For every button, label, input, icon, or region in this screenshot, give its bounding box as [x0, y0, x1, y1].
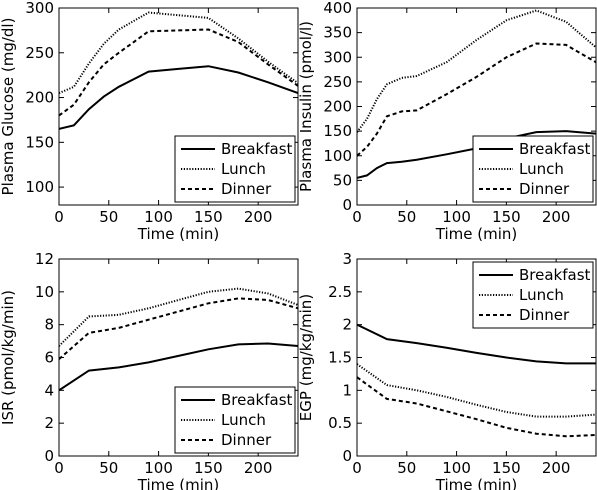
y-tick-label: 8 — [44, 316, 54, 334]
y-tick-label: 300 — [323, 48, 352, 66]
y-tick-label: 10 — [35, 283, 54, 301]
y-tick-label: 2.5 — [328, 283, 352, 301]
x-tick-label: 200 — [244, 459, 273, 477]
x-tick-label: 0 — [54, 459, 64, 477]
series-line-lunch — [357, 9, 596, 133]
series-line-breakfast — [357, 323, 596, 365]
x-tick-label: 200 — [542, 208, 571, 226]
y-tick-label: 150 — [323, 122, 352, 140]
y-tick-label: 250 — [25, 44, 54, 62]
y-tick-label: 0 — [342, 196, 352, 214]
chart-panel-4: 0 50 100 150 200 0 0.5 1 1.5 2 2.5 3 Time (min) EGP (… — [297, 250, 597, 490]
x-tick-label: 200 — [542, 459, 571, 477]
x-tick-label: 100 — [442, 208, 471, 226]
x-tick-label: 150 — [194, 208, 223, 226]
x-tick-label: 50 — [397, 459, 416, 477]
x-tick-label: 0 — [54, 208, 64, 226]
series-line-dinner — [59, 28, 298, 117]
plot-frame — [58, 7, 299, 206]
x-tick-label: 100 — [144, 459, 173, 477]
y-axis-title: Plasma Insulin (pmol/l) — [297, 21, 315, 192]
y-axis-title: EGP (mg/kg/min) — [297, 294, 315, 421]
legend-label-dinner: Dinner — [221, 180, 272, 198]
series-line-dinner — [357, 376, 596, 438]
series-line-breakfast — [59, 342, 298, 392]
y-tick-label: 300 — [25, 0, 54, 17]
legend-label-breakfast: Breakfast — [221, 391, 293, 409]
legend-label-lunch: Lunch — [519, 160, 564, 178]
series-line-lunch — [59, 11, 298, 95]
y-tick-label: 6 — [44, 349, 54, 367]
x-tick-label: 50 — [99, 459, 118, 477]
x-axis-title: Time (min) — [435, 476, 517, 490]
series-line-dinner — [59, 297, 298, 360]
x-tick-label: 50 — [397, 208, 416, 226]
y-tick-label: 12 — [35, 250, 54, 268]
y-tick-label: 0 — [342, 447, 352, 465]
legend: Breakfast Lunch Dinner — [174, 135, 296, 203]
y-tick-label: 150 — [25, 133, 54, 151]
x-tick-label: 0 — [352, 208, 362, 226]
x-tick-label: 150 — [194, 459, 223, 477]
y-tick-label: 250 — [323, 73, 352, 91]
legend-label-breakfast: Breakfast — [221, 140, 293, 158]
legend-label-lunch: Lunch — [519, 286, 564, 304]
chart-panel-3: 0 50 100 150 200 0 2 4 6 8 10 12 Time (min) ISR (pmol… — [0, 250, 299, 490]
x-tick-label: 100 — [144, 208, 173, 226]
y-tick-label: 200 — [25, 89, 54, 107]
chart-panel-1: 0 50 100 150 200 100 150 200 250 300 Time (min) Pla… — [0, 0, 299, 243]
y-tick-label: 1 — [342, 381, 352, 399]
y-tick-label: 100 — [323, 147, 352, 165]
y-tick-label: 1.5 — [328, 349, 352, 367]
x-axis-title: Time (min) — [137, 476, 219, 490]
y-tick-label: 0.5 — [328, 414, 352, 432]
legend-label-lunch: Lunch — [221, 411, 266, 429]
y-tick-label: 2 — [342, 316, 352, 334]
chart-panel-2: 0 50 100 150 200 0 50 100 150 200 250 300 350 400 Time… — [297, 0, 597, 243]
x-axis-title: Time (min) — [137, 225, 219, 243]
x-tick-label: 100 — [442, 459, 471, 477]
series-line-breakfast — [357, 130, 596, 179]
y-tick-label: 200 — [323, 98, 352, 116]
legend-label-dinner: Dinner — [221, 431, 272, 449]
series-line-lunch — [357, 363, 596, 418]
y-tick-label: 100 — [25, 178, 54, 196]
x-tick-label: 200 — [244, 208, 273, 226]
y-axis-title: Plasma Glucose (mg/dl) — [0, 18, 17, 196]
y-tick-label: 2 — [44, 414, 54, 432]
y-tick-label: 350 — [323, 24, 352, 42]
y-tick-label: 0 — [44, 447, 54, 465]
x-axis-title: Time (min) — [435, 225, 517, 243]
y-axis-title: ISR (pmol/kg/min) — [0, 290, 17, 425]
legend-label-breakfast: Breakfast — [519, 140, 591, 158]
x-tick-label: 50 — [99, 208, 118, 226]
legend-label-breakfast: Breakfast — [519, 266, 591, 284]
y-tick-label: 3 — [342, 250, 352, 268]
x-tick-label: 0 — [352, 459, 362, 477]
legend-box — [472, 261, 594, 329]
legend: Breakfast Lunch Dinner — [472, 135, 594, 203]
y-tick-label: 400 — [323, 0, 352, 17]
legend-label-lunch: Lunch — [221, 160, 266, 178]
series-line-lunch — [59, 287, 298, 347]
x-tick-label: 150 — [492, 208, 521, 226]
series-line-breakfast — [59, 65, 298, 130]
legend: Breakfast Lunch Dinner — [174, 386, 296, 454]
x-tick-label: 150 — [492, 459, 521, 477]
legend: Breakfast Lunch Dinner — [472, 261, 594, 329]
y-tick-label: 4 — [44, 381, 54, 399]
legend-label-dinner: Dinner — [519, 180, 570, 198]
y-tick-label: 50 — [333, 171, 352, 189]
legend-label-dinner: Dinner — [519, 306, 570, 324]
